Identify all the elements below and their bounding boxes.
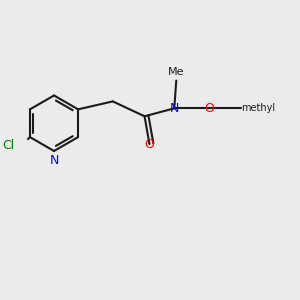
Text: Cl: Cl: [2, 139, 14, 152]
Text: O: O: [204, 102, 214, 115]
Text: methyl: methyl: [241, 103, 275, 113]
Text: Me: Me: [168, 67, 184, 76]
Text: O: O: [145, 137, 154, 151]
Text: N: N: [49, 154, 59, 167]
Text: N: N: [169, 102, 179, 115]
